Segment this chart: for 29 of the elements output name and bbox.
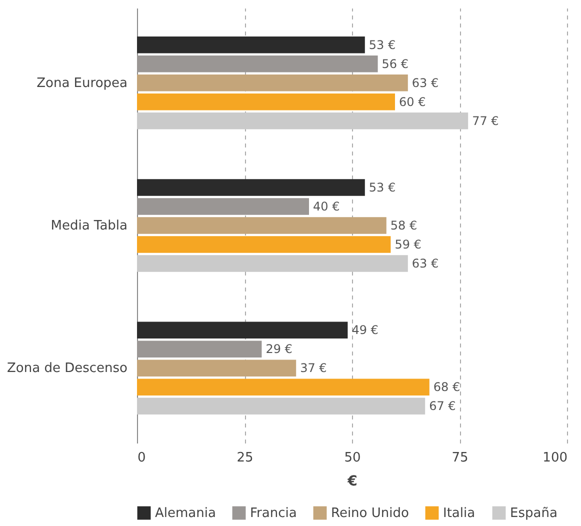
- data-label: 56 €: [382, 56, 409, 71]
- data-label: 29 €: [266, 342, 292, 356]
- y-tick-label: Zona de Descenso: [7, 361, 128, 376]
- data-label: 60 €: [399, 94, 426, 109]
- data-label: 59 €: [394, 237, 422, 252]
- data-label: 68 €: [433, 380, 460, 394]
- data-label: 53 €: [368, 180, 396, 195]
- data-label: 67 €: [429, 399, 456, 414]
- legend-label: España: [510, 506, 558, 521]
- x-tick-label: 100: [542, 450, 568, 466]
- x-tick-label: 50: [344, 450, 361, 466]
- data-label: 37 €: [300, 361, 327, 376]
- x-tick-label: 75: [452, 450, 468, 466]
- legend-label: Reino Unido: [331, 506, 409, 521]
- data-label: 63 €: [412, 76, 439, 90]
- legend-label: Alemania: [155, 506, 216, 521]
- data-label: 58 €: [390, 218, 418, 232]
- legend-label: Francia: [250, 506, 297, 521]
- y-tick-label: Zona Europea: [36, 76, 128, 91]
- data-label: 63 €: [412, 256, 439, 270]
- x-tick-label: 0: [138, 450, 146, 466]
- data-label: 53 €: [368, 38, 396, 52]
- x-axis-title: €: [346, 474, 358, 490]
- data-label: 49 €: [352, 323, 378, 338]
- legend-label: Italia: [443, 506, 476, 521]
- y-tick-label: Media Tabla: [50, 218, 128, 234]
- data-label: 77 €: [472, 114, 499, 128]
- data-label: 40 €: [313, 200, 340, 214]
- x-tick-label: 25: [236, 450, 254, 466]
